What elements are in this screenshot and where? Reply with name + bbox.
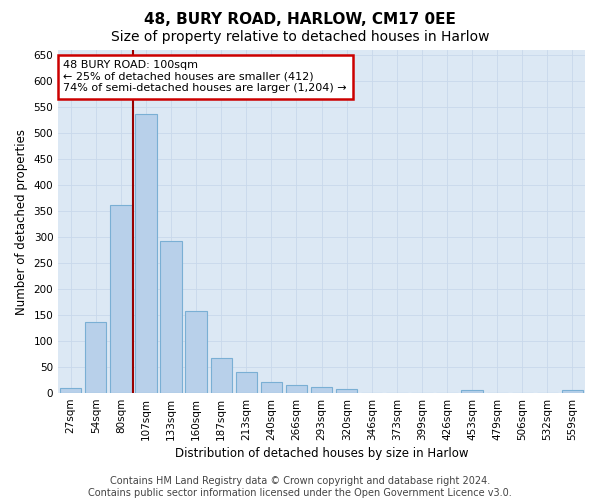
- Bar: [185, 311, 207, 393]
- Bar: [236, 372, 257, 393]
- Bar: [461, 390, 483, 393]
- X-axis label: Distribution of detached houses by size in Harlow: Distribution of detached houses by size …: [175, 447, 469, 460]
- Bar: [211, 358, 232, 393]
- Bar: [85, 322, 106, 393]
- Bar: [286, 385, 307, 393]
- Text: Contains HM Land Registry data © Crown copyright and database right 2024.
Contai: Contains HM Land Registry data © Crown c…: [88, 476, 512, 498]
- Bar: [261, 382, 282, 393]
- Bar: [311, 388, 332, 393]
- Bar: [110, 205, 131, 393]
- Bar: [136, 114, 157, 393]
- Text: 48, BURY ROAD, HARLOW, CM17 0EE: 48, BURY ROAD, HARLOW, CM17 0EE: [144, 12, 456, 28]
- Bar: [160, 241, 182, 393]
- Bar: [60, 388, 82, 393]
- Bar: [562, 390, 583, 393]
- Text: Size of property relative to detached houses in Harlow: Size of property relative to detached ho…: [111, 30, 489, 44]
- Bar: [336, 390, 358, 393]
- Y-axis label: Number of detached properties: Number of detached properties: [15, 128, 28, 314]
- Text: 48 BURY ROAD: 100sqm
← 25% of detached houses are smaller (412)
74% of semi-deta: 48 BURY ROAD: 100sqm ← 25% of detached h…: [64, 60, 347, 94]
